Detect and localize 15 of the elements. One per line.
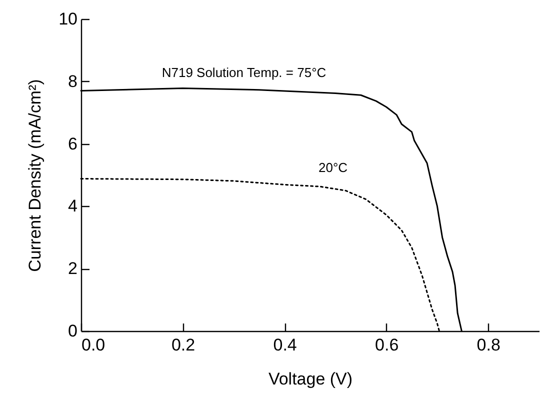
- annotation: N719 Solution Temp. = 75°C: [162, 65, 326, 80]
- y-tick-label: 6: [68, 134, 78, 154]
- y-tick-label: 10: [58, 10, 78, 28]
- y-tick-label: 2: [68, 259, 78, 278]
- x-tick-label: 0.8: [476, 336, 500, 354]
- x-tick-label: 0.4: [273, 336, 297, 354]
- annotation: 20°C: [318, 160, 348, 175]
- x-axis-title: Voltage (V): [268, 370, 353, 388]
- y-tick-label: 8: [68, 72, 78, 91]
- y-tick-label: 0: [68, 322, 78, 340]
- y-tick-label: 4: [68, 196, 78, 216]
- x-tick-label: 0.6: [375, 336, 399, 354]
- x-tick-label: 0.0: [82, 336, 106, 354]
- x-tick-label: 0.2: [171, 336, 196, 354]
- y-axis-title: Current Density (mA/cm²): [26, 79, 45, 272]
